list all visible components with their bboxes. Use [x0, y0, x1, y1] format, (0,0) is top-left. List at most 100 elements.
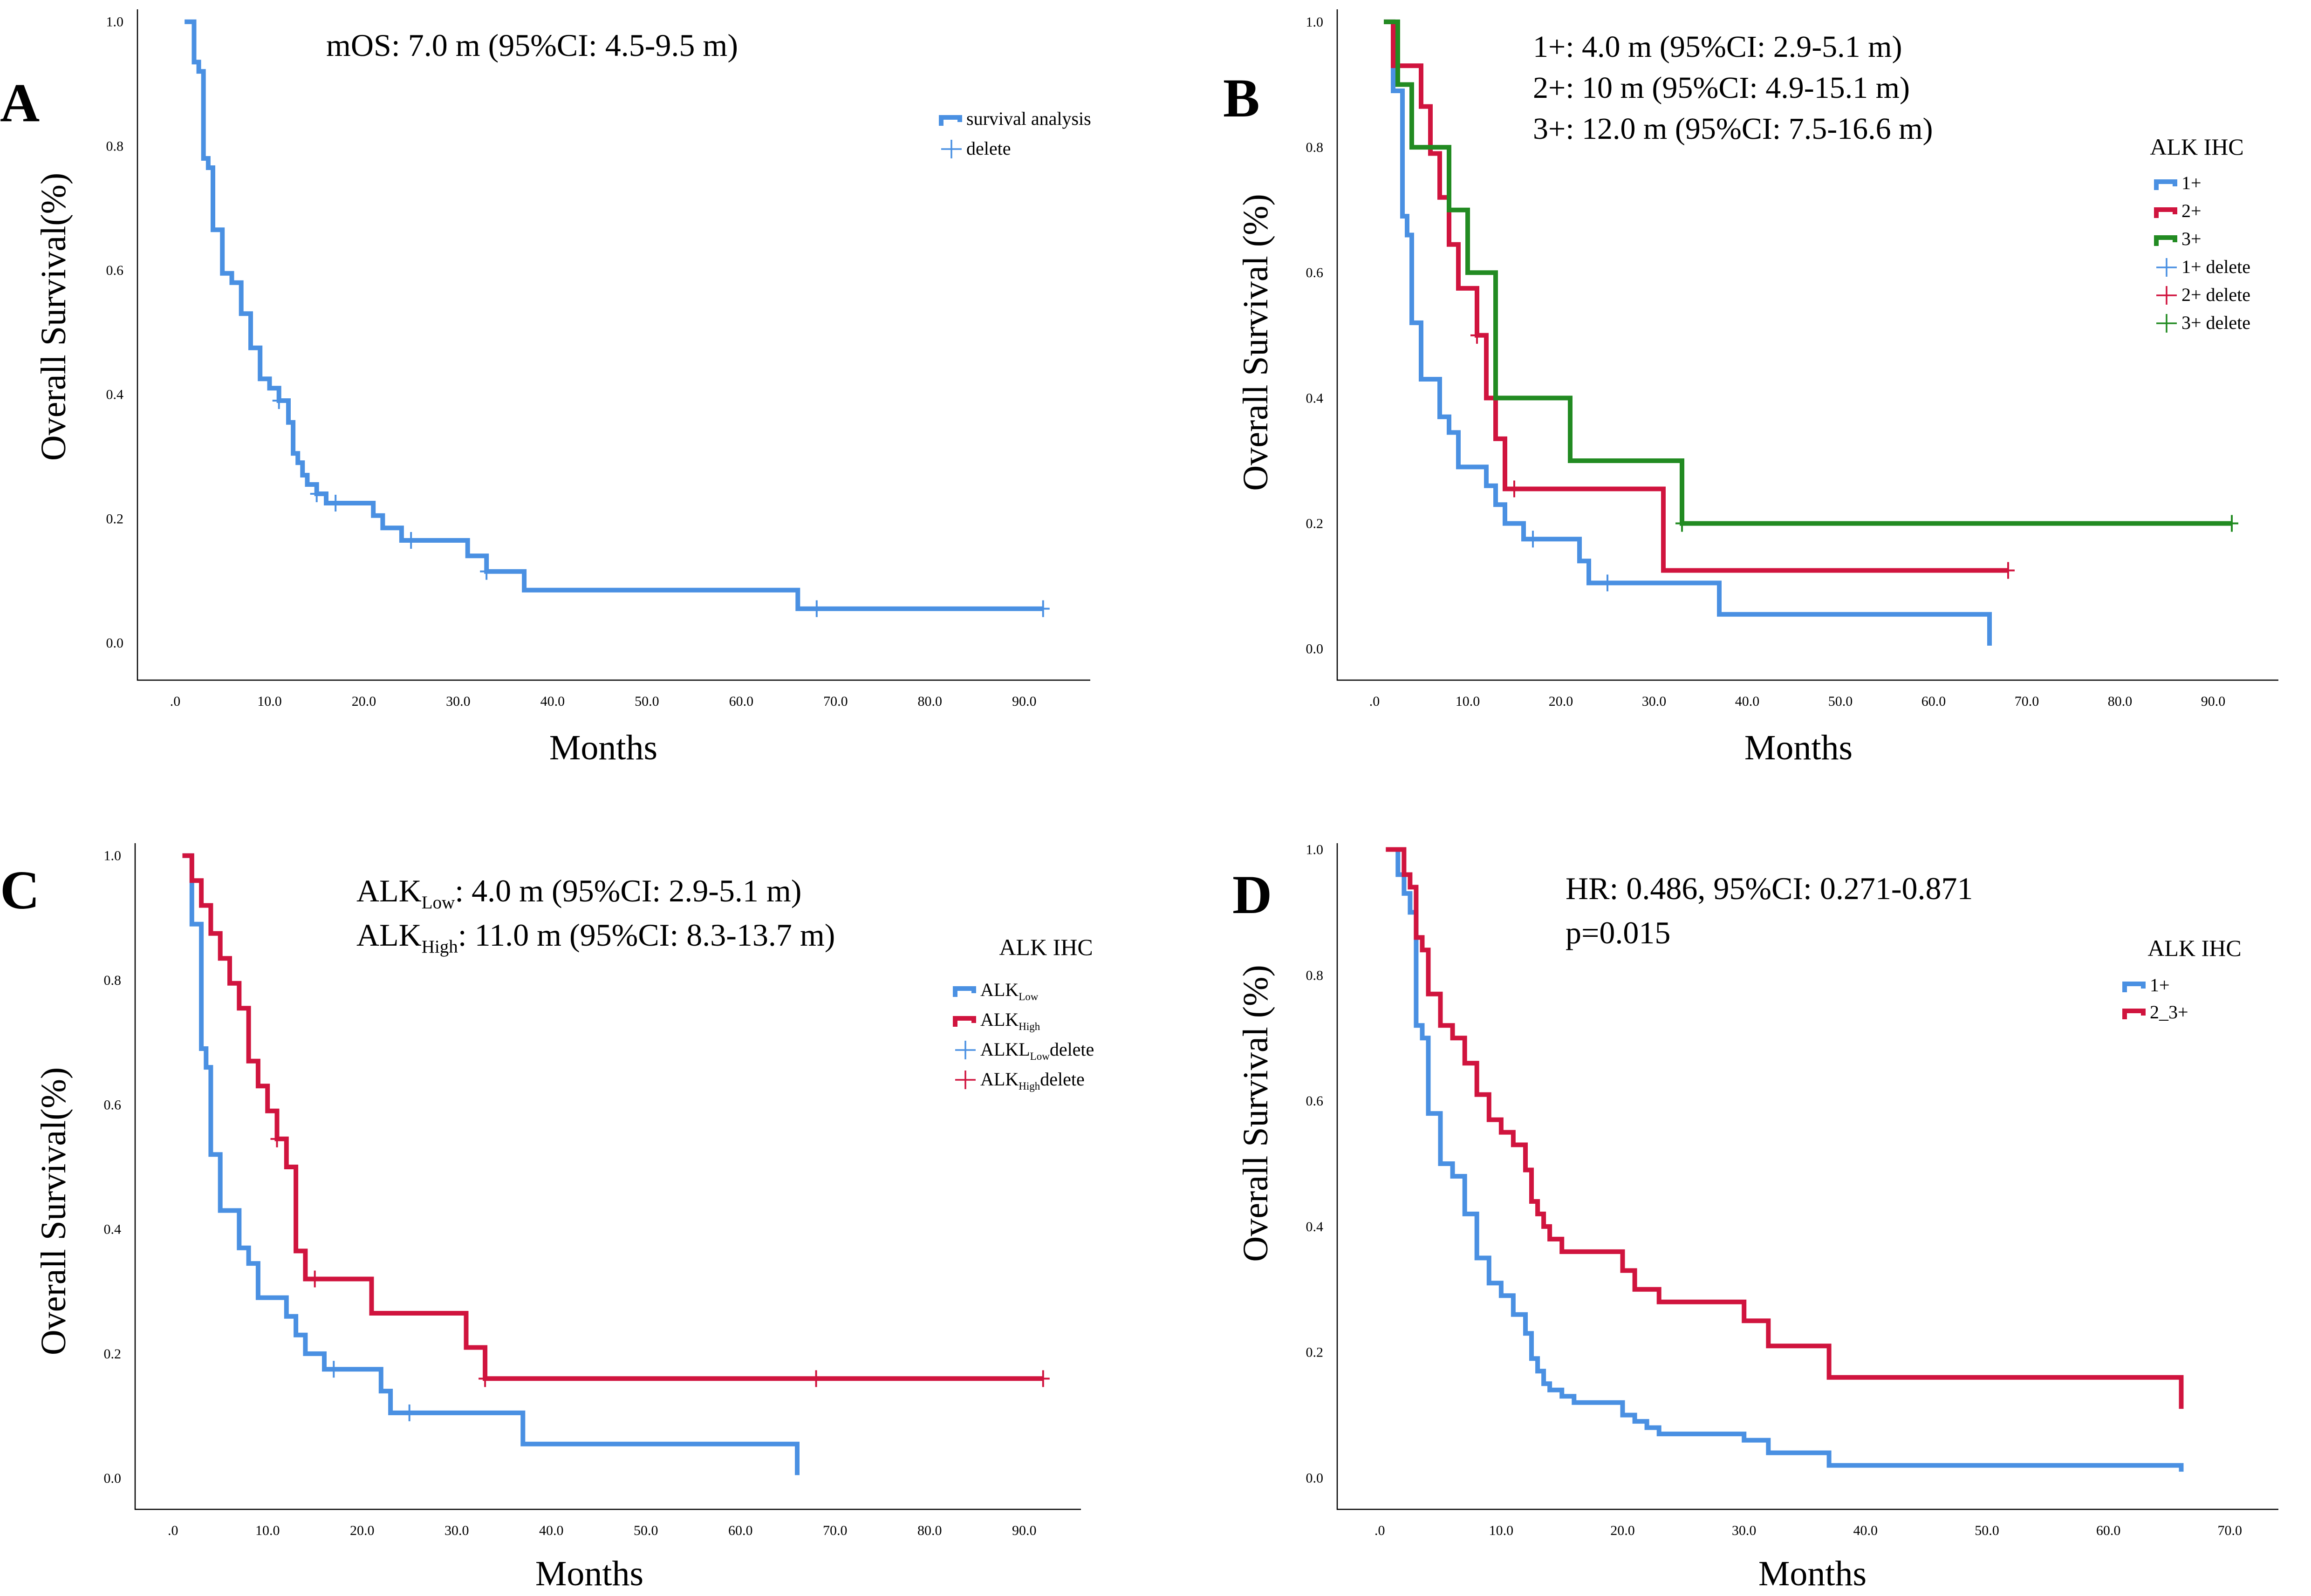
x-tick-label: 60.0 — [2096, 1523, 2121, 1538]
legend-label: survival analysis — [966, 108, 1091, 129]
censor-mark — [1675, 515, 1689, 532]
panel-A: A 0.0 0.2 0.4 0.6 0.8 1.0 .0 10.0 20.0 30.0 40.0 50.… — [0, 9, 1091, 767]
legend: ALK IHC ALKLow ALKHigh ALKLLowdelete ALKHigh… — [953, 934, 1094, 1092]
survival-curve-3- — [1384, 19, 2232, 526]
annotation-line: HR: 0.486, 95%CI: 0.271-0.871 — [1566, 871, 1973, 906]
axes-frame — [1336, 9, 2278, 681]
panel-D: D 0.0 0.2 0.4 0.6 0.8 1.0 .0 10.0 20.0 30.0 40.0 50.… — [1232, 842, 2278, 1593]
legend-label: ALKLLowdelete — [980, 1039, 1094, 1062]
y-tick-label: 0.0 — [104, 1471, 122, 1486]
censor-mark — [308, 1270, 321, 1288]
y-axis-title: Overall Survival(%) — [34, 1067, 73, 1355]
y-tick-label: 0.8 — [1306, 140, 1324, 155]
legend-line-swatch — [2154, 235, 2177, 246]
x-tick-label: 20.0 — [1549, 694, 1573, 709]
y-tick-label: 0.0 — [1306, 641, 1324, 657]
x-tick-label: 80.0 — [918, 694, 943, 709]
censor-mark — [810, 600, 823, 617]
legend-censor-swatch — [941, 140, 962, 158]
y-tick-label: 0.8 — [104, 973, 122, 988]
legend-title: ALK IHC — [2147, 935, 2241, 961]
censor-mark — [327, 1361, 341, 1378]
x-axis-title: Months — [535, 1554, 643, 1593]
panel-C: C 0.0 0.2 0.4 0.6 0.8 1.0 .0 10.0 20.0 30.0 40.0 50.… — [0, 843, 1094, 1593]
annotation-line: 1+: 4.0 m (95%CI: 2.9-5.1 m) — [1533, 30, 1902, 64]
y-axis-title: Overall Survival (%) — [1236, 965, 1275, 1262]
legend-line-swatch — [2154, 207, 2177, 218]
x-tick-label: 10.0 — [1456, 694, 1480, 709]
survival-curve-1- — [1384, 19, 1992, 646]
y-tick-label: 0.2 — [1306, 1345, 1324, 1360]
y-tick-label: 0.8 — [106, 138, 124, 154]
y-tick-label: 0.6 — [1306, 265, 1324, 280]
panel-letter: D — [1232, 864, 1272, 925]
panel-letter: B — [1223, 68, 1260, 129]
censor-mark — [809, 1370, 823, 1387]
x-tick-label: 40.0 — [540, 694, 565, 709]
y-tick-label: 1.0 — [1306, 14, 1324, 30]
legend-line-swatch — [2122, 982, 2146, 992]
censor-mark — [329, 495, 342, 512]
y-axis-title: Overall Survival(%) — [34, 173, 73, 461]
x-tick-label: 60.0 — [729, 694, 754, 709]
axes-frame — [137, 9, 1090, 681]
legend: ALK IHC 1+ 2+ 3+ 1+ delete 2+ delete 3+ delete — [2150, 134, 2250, 333]
panel-letter: C — [0, 859, 40, 921]
x-tick-label: .0 — [1374, 1523, 1385, 1538]
censor-mark — [403, 1404, 416, 1421]
x-tick-label: 80.0 — [917, 1523, 942, 1538]
legend-line-swatch — [939, 115, 962, 126]
y-tick-label: 0.2 — [1306, 516, 1324, 532]
x-tick-label: 40.0 — [1735, 694, 1760, 709]
x-tick-label: 90.0 — [1012, 1523, 1037, 1538]
x-tick-label: 20.0 — [350, 1523, 375, 1538]
y-tick-label: 0.8 — [1306, 968, 1324, 983]
x-tick-label: 20.0 — [352, 694, 376, 709]
censor-mark — [272, 392, 286, 409]
annotation-line: ALKHigh: 11.0 m (95%CI: 8.3-13.7 m) — [356, 917, 835, 957]
survival-curve-2- — [1384, 19, 2008, 573]
y-axis-title: Overall Survival (%) — [1236, 194, 1275, 491]
legend-label: 2_3+ — [2150, 1002, 2188, 1023]
y-tick-label: 0.6 — [1306, 1093, 1324, 1109]
legend-title: ALK IHC — [2150, 134, 2243, 160]
x-tick-label: 30.0 — [1642, 694, 1667, 709]
x-tick-label: .0 — [170, 694, 181, 709]
legend-label: 1+ delete — [2181, 256, 2250, 277]
x-tick-label: 50.0 — [634, 1523, 658, 1538]
x-tick-label: 30.0 — [1732, 1523, 1757, 1538]
y-tick-label: 1.0 — [106, 14, 124, 30]
censor-mark — [310, 485, 323, 502]
legend-censor-swatch — [2156, 258, 2177, 277]
x-tick-label: 70.0 — [823, 1523, 848, 1538]
y-tick-label: 0.6 — [106, 263, 124, 278]
y-tick-label: 0.2 — [106, 511, 124, 526]
legend: survival analysis delete — [939, 108, 1091, 159]
x-tick-label: 80.0 — [2108, 694, 2133, 709]
legend: ALK IHC 1+ 2_3+ — [2122, 935, 2242, 1023]
legend-label: 1+ — [2150, 975, 2170, 996]
survival-curve-1- — [1392, 847, 2184, 1472]
legend-line-swatch — [953, 986, 976, 997]
censor-mark — [480, 563, 493, 580]
x-tick-label: 50.0 — [1975, 1523, 1999, 1538]
censor-mark — [1508, 480, 1521, 498]
legend-label: 1+ — [2181, 172, 2202, 193]
x-tick-label: 40.0 — [1853, 1523, 1878, 1538]
x-tick-label: 50.0 — [1828, 694, 1853, 709]
x-tick-label: 60.0 — [1921, 694, 1946, 709]
y-tick-label: 0.4 — [104, 1222, 122, 1237]
x-tick-label: 70.0 — [2217, 1523, 2242, 1538]
panel-letter: A — [0, 72, 40, 133]
y-tick-label: 0.4 — [106, 387, 124, 402]
survival-curve-alk-high — [182, 853, 1043, 1381]
x-tick-label: 30.0 — [444, 1523, 469, 1538]
censor-mark — [1036, 600, 1050, 617]
y-tick-label: 1.0 — [104, 848, 122, 864]
legend-label: 3+ delete — [2181, 312, 2250, 333]
x-tick-label: 90.0 — [2201, 694, 2226, 709]
y-tick-label: 0.4 — [1306, 1219, 1324, 1235]
x-tick-label: 10.0 — [1489, 1523, 1514, 1538]
y-tick-label: 0.4 — [1306, 390, 1324, 406]
x-tick-label: 60.0 — [728, 1523, 753, 1538]
